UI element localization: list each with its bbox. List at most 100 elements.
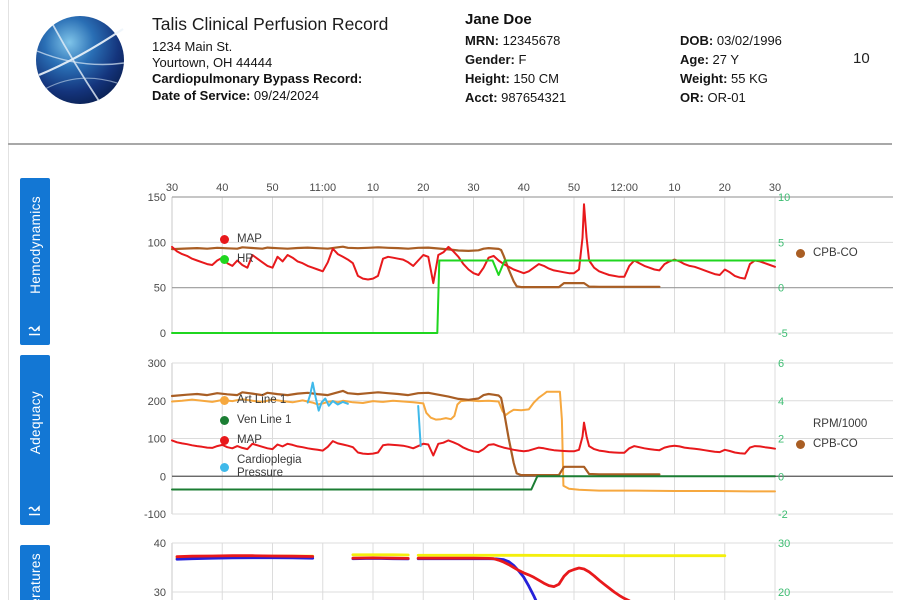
patient-name: Jane Doe (465, 11, 532, 28)
temp-red-series-line (351, 556, 410, 560)
hemodynamics-right-legend: CPB-CO (796, 247, 858, 267)
right-axis-tick-label: -2 (778, 509, 788, 521)
temp-blue-series-line (416, 557, 538, 600)
art-line-1-series-line (171, 390, 776, 493)
legend-label: CPB-CO (813, 247, 858, 259)
x-axis-tick-label: 30 (467, 182, 479, 194)
patient-field-mrn: MRN12345678 (465, 31, 566, 50)
cardioplegia-pressure-series-line (306, 381, 349, 412)
left-axis-tick-label: 50 (154, 283, 166, 295)
patient-field-age: Age27 Y (680, 50, 782, 69)
left-axis-tick-label: -100 (144, 509, 166, 521)
cardioplegia-pressure-legend-dot (220, 462, 229, 472)
left-axis-tick-label: 200 (148, 396, 166, 408)
left-axis-tick-label: 100 (148, 237, 166, 249)
date-of-service-label: Date of Service (152, 88, 254, 103)
panel-tab-adequacy: Adequacy (20, 355, 50, 525)
legend-label: MAP (237, 233, 262, 245)
left-axis-tick-label: 300 (148, 358, 166, 370)
legend-item-art-line-1: Art Line 1 (220, 394, 329, 407)
adequacy-right-legend: RPM/1000 CPB-CO (796, 418, 867, 458)
right-axis-tick-label: 0 (778, 283, 784, 295)
x-axis-tick-label: 12:00 (610, 182, 638, 194)
legend-label: CPB-CO (813, 438, 858, 450)
patient-field-dob: DOB03/02/1996 (680, 31, 782, 50)
patient-field-acct: Acct987654321 (465, 88, 566, 107)
x-axis-tick-label: 20 (719, 182, 731, 194)
right-axis-tick-label: 4 (778, 396, 784, 408)
x-axis-tick-label: 10 (367, 182, 379, 194)
x-axis-tick-label: 40 (518, 182, 530, 194)
left-axis-tick-label: 150 (148, 192, 166, 204)
patient-column-1: MRN12345678 GenderF Height150 CM Acct987… (465, 31, 566, 107)
panel-tab-temperatures: Temperatures (20, 545, 50, 600)
legend-item-ven-line-1: Ven Line 1 (220, 414, 329, 427)
cardioplegia-pressure-series-line (417, 405, 422, 448)
x-axis-tick-label: 30 (769, 182, 781, 194)
left-axis-tick-label: 0 (160, 471, 166, 483)
legend-label: Cardioplegia Pressure (237, 454, 302, 479)
legend-label: Ven Line 1 (237, 414, 292, 426)
temp-red-series-line (416, 556, 631, 600)
date-of-service-value: 09/24/2024 (253, 88, 319, 103)
legend-label: HR (237, 253, 254, 265)
legend-label: RPM/1000 (813, 418, 868, 430)
page-left-border (8, 0, 9, 600)
right-axis-tick-label: 10 (778, 192, 790, 204)
x-axis-tick-label: 11:00 (309, 182, 336, 194)
talis-logo (36, 16, 125, 104)
temp-blue-series-line (175, 556, 315, 561)
adequacy-left-legend: Art Line 1 Ven Line 1 MAP Cardioplegia Pres… (220, 394, 329, 487)
legend-label: Art Line 1 (237, 394, 287, 406)
x-axis-tick-label: 40 (216, 182, 228, 194)
x-axis-tick-label: 50 (266, 182, 278, 194)
address-line-2: Yourtown, OH 44444 (152, 55, 273, 70)
line-chart-icon (28, 505, 40, 516)
hr-series-line (171, 259, 776, 334)
patient-field-height: Height150 CM (465, 69, 566, 88)
patient-field-gender: GenderF (465, 50, 566, 69)
legend-item-hr: HR (220, 253, 262, 266)
hr-legend-dot (220, 255, 229, 264)
ven-line-1-legend-dot (220, 416, 229, 425)
hemodynamics-chart: 30 40 50 11:00 10 20 30 40 50 12:00 10 20 3015010050… (148, 182, 893, 340)
map-series-line (171, 421, 776, 457)
header-divider (8, 143, 892, 145)
temperatures-chart: 40 30 30 20 (154, 538, 893, 600)
hemodynamics-left-legend: MAP HR (220, 233, 262, 273)
address-line-1: 1234 Main St. (152, 39, 233, 54)
app-title: Talis Clinical Perfusion Record (152, 14, 389, 34)
x-axis-tick-label: 20 (417, 182, 429, 194)
legend-label: MAP (237, 434, 262, 446)
temp-red-series-line (175, 554, 315, 559)
map-legend-dot (220, 235, 229, 244)
legend-item-map: MAP (220, 434, 329, 447)
line-chart-icon (28, 325, 40, 336)
date-of-service: Date of Service09/24/2024 (152, 88, 319, 103)
cpb-co-series-line (170, 389, 661, 477)
page-number: 10 (853, 50, 870, 67)
right-axis-tick-label: 6 (778, 358, 784, 370)
right-axis-tick-label: 2 (778, 434, 784, 446)
x-axis-tick-label: 30 (166, 182, 178, 194)
right-axis-tick-label: 5 (778, 237, 784, 249)
right-axis-tick-label: 0 (778, 471, 784, 483)
map-legend-dot (220, 436, 229, 445)
cpb-co-legend-dot (796, 440, 805, 449)
patient-field-weight: Weight55 KG (680, 69, 782, 88)
right-axis-tick-label: 30 (778, 538, 790, 550)
legend-item-cardioplegia-pressure: Cardioplegia Pressure (220, 454, 329, 480)
cpb-co-legend-dot (796, 249, 805, 258)
left-axis-tick-label: 100 (148, 434, 166, 446)
adequacy-chart: 300 200 100 0 -100 6 4 2 0 -2 (144, 358, 893, 521)
cpb-co-series-line (170, 245, 661, 289)
panel-tab-hemodynamics: Hemodynamics (20, 178, 50, 345)
legend-item-map: MAP (220, 233, 262, 246)
left-axis-tick-label: 30 (154, 587, 166, 599)
record-type-label: Cardiopulmonary Bypass Record: (152, 71, 363, 86)
right-axis-tick-label: -5 (778, 328, 788, 340)
x-axis-tick-label: 50 (568, 182, 580, 194)
left-axis-tick-label: 0 (160, 328, 166, 340)
ven-line-1-series-line (171, 475, 776, 491)
